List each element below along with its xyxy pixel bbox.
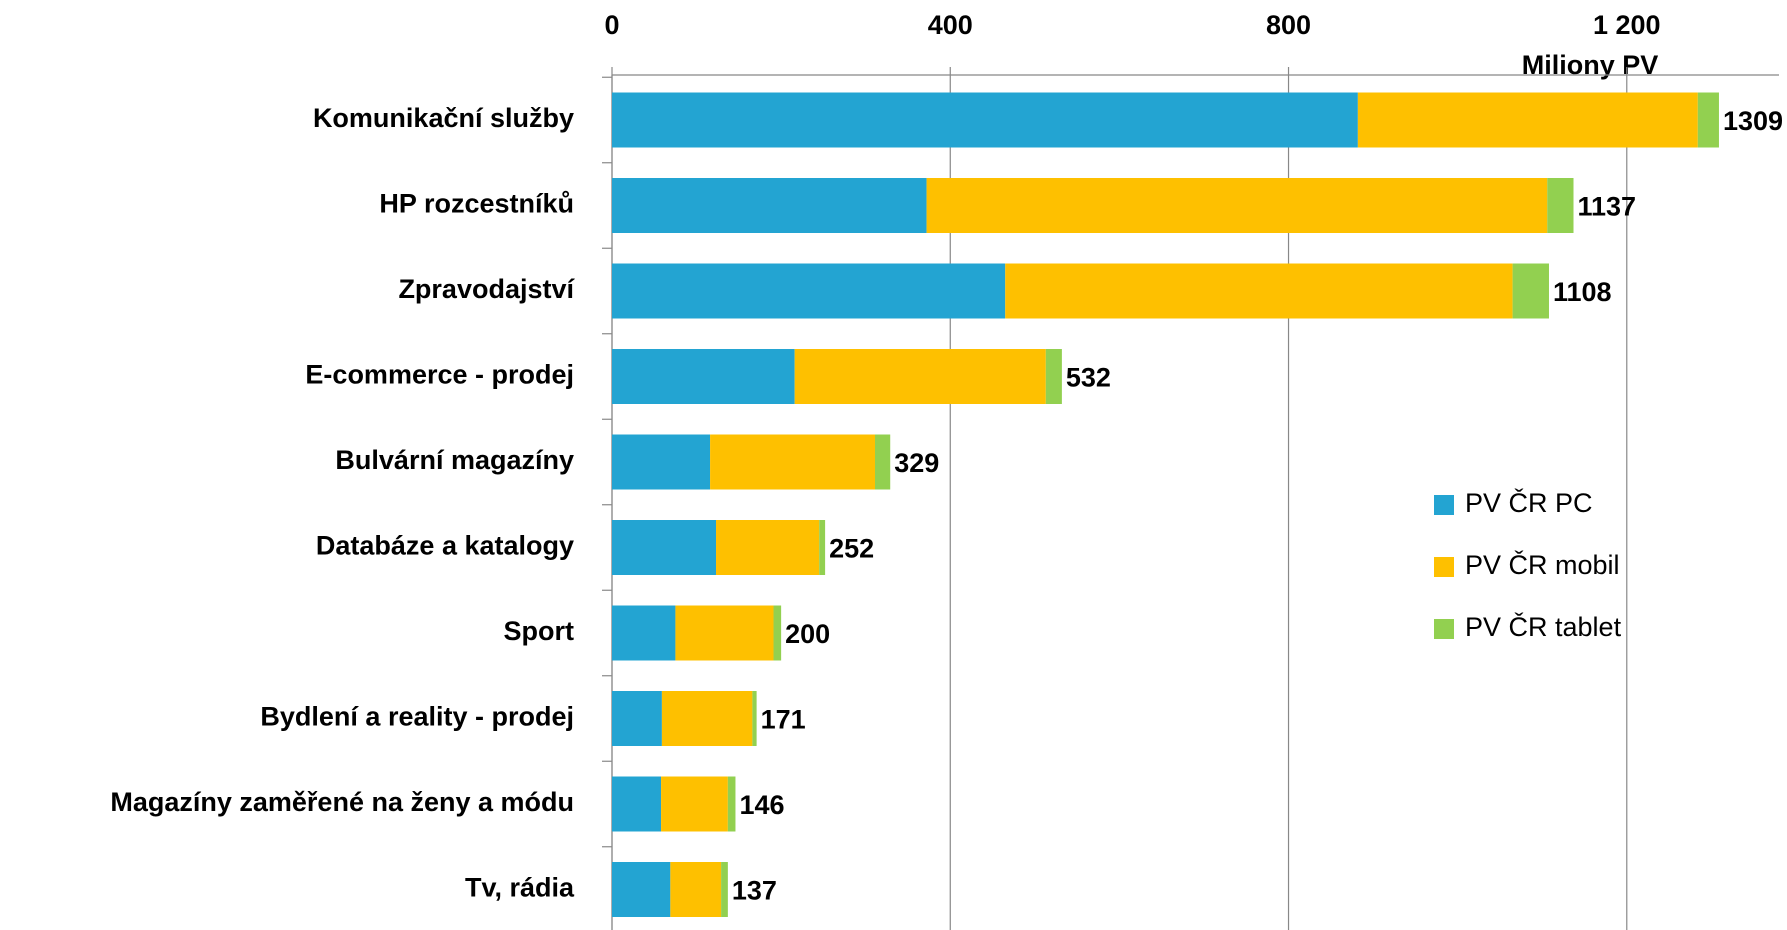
legend-label: PV ČR mobil — [1465, 549, 1620, 580]
y-tick-label: Bulvární magazíny — [335, 445, 574, 475]
bar — [612, 263, 1006, 319]
bar — [1005, 263, 1513, 319]
bar — [926, 178, 1548, 233]
bar — [794, 349, 1046, 404]
bar — [1357, 92, 1698, 148]
legend-swatch — [1434, 557, 1454, 577]
bar — [1512, 263, 1549, 319]
bar — [710, 434, 875, 490]
bar — [1547, 178, 1574, 233]
y-tick-label: E-commerce - prodej — [305, 360, 574, 390]
x-tick-label: 400 — [928, 10, 973, 40]
total-label: 171 — [761, 705, 806, 735]
axis-label: Miliony PV — [1522, 50, 1659, 80]
bar — [721, 862, 728, 917]
bar — [661, 691, 753, 746]
total-label: 137 — [732, 876, 777, 906]
y-tick-label: Bydlení a reality - prodej — [260, 702, 574, 732]
total-label: 200 — [785, 619, 830, 649]
bar — [612, 434, 711, 490]
total-label: 146 — [739, 790, 784, 820]
bar — [612, 92, 1358, 148]
bar — [773, 605, 782, 661]
bar — [716, 520, 820, 575]
bar — [612, 776, 662, 832]
y-tick-label: Komunikační služby — [313, 103, 574, 133]
y-tick-label: Zpravodajství — [398, 274, 575, 304]
y-tick-label: HP rozcestníků — [379, 189, 574, 219]
y-tick-label: Databáze a katalogy — [316, 531, 574, 561]
y-tick-label: Magazíny zaměřené na ženy a módu — [110, 787, 574, 817]
bar — [1045, 349, 1062, 404]
y-tick-label: Tv, rádia — [465, 873, 575, 903]
bar — [874, 434, 891, 490]
bar — [612, 691, 662, 746]
bar — [1697, 92, 1719, 148]
bar — [675, 605, 774, 661]
x-tick-label: 800 — [1266, 10, 1311, 40]
bar — [661, 776, 728, 832]
y-tick-label: Sport — [504, 616, 575, 646]
bar — [819, 520, 826, 575]
bar — [612, 349, 795, 404]
x-tick-label: 1 200 — [1593, 10, 1661, 40]
bar — [612, 862, 671, 917]
total-label: 1309 — [1723, 106, 1783, 136]
total-label: 1137 — [1578, 192, 1637, 222]
legend-swatch — [1434, 619, 1454, 639]
total-label: 532 — [1066, 363, 1111, 393]
bar — [752, 691, 757, 746]
legend-label: PV ČR PC — [1465, 487, 1593, 518]
legend-swatch — [1434, 495, 1454, 515]
total-label: 329 — [894, 448, 939, 478]
bar — [612, 605, 676, 661]
x-tick-label: 0 — [604, 10, 619, 40]
bar — [727, 776, 736, 832]
total-label: 1108 — [1553, 277, 1612, 307]
bar — [670, 862, 722, 917]
bar — [612, 178, 927, 233]
total-label: 252 — [829, 534, 874, 564]
bar — [612, 520, 717, 575]
legend-label: PV ČR tablet — [1465, 611, 1622, 642]
